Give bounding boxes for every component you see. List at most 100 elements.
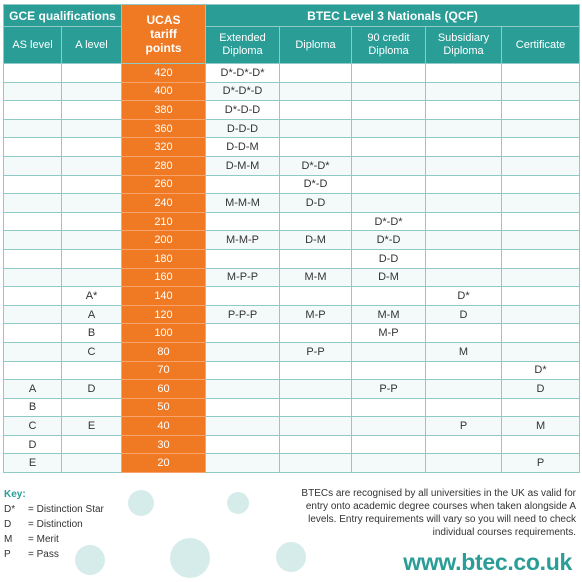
subsidiary-diploma-cell: P xyxy=(425,416,502,436)
as-level-cell xyxy=(3,118,62,139)
as-level-cell xyxy=(3,155,62,176)
extended-line1: Extended xyxy=(219,32,266,44)
subsidiary-diploma-cell xyxy=(425,248,502,269)
credit90-diploma-cell: D-M xyxy=(351,267,426,288)
credit90-diploma-cell xyxy=(351,397,426,418)
subsidiary-diploma-cell xyxy=(425,379,502,399)
extended-diploma-cell xyxy=(205,416,280,436)
diploma-cell xyxy=(279,416,352,436)
as-level-cell xyxy=(3,174,62,195)
ucas-points-cell: 210 xyxy=(121,211,206,232)
extended-diploma-cell xyxy=(205,453,280,474)
diploma-cell xyxy=(279,323,352,343)
website-link[interactable]: www.btec.co.uk xyxy=(403,549,572,575)
subsidiary-diploma-cell xyxy=(425,63,502,83)
a-level-cell xyxy=(61,248,122,269)
diploma-cell: D*-D xyxy=(279,174,352,195)
ucas-points-cell: 40 xyxy=(121,416,206,436)
tariff-table: GCE qualifications UCAS tariff points BT… xyxy=(3,4,581,474)
extended-diploma-cell: D-M-M xyxy=(205,155,280,176)
a-level-cell xyxy=(61,81,122,102)
certificate-cell xyxy=(500,137,581,157)
diploma-cell: P-P xyxy=(279,341,352,362)
extended-line2: Diploma xyxy=(222,45,263,57)
credit90-diploma-cell xyxy=(351,341,426,362)
subsidiary-diploma-cell xyxy=(425,360,502,381)
subsidiary-diploma-cell xyxy=(425,137,502,157)
as-level-cell: B xyxy=(3,397,62,418)
credit90-diploma-cell xyxy=(351,174,426,195)
as-level-cell xyxy=(3,267,62,288)
ucas-points-cell: 400 xyxy=(121,81,206,102)
table-row: A 120 P-P-P M-P M-M D xyxy=(3,304,581,325)
certificate-cell xyxy=(500,341,581,362)
diploma-header: Diploma xyxy=(279,26,352,64)
a-level-cell: A xyxy=(61,304,122,325)
diploma-cell: D*-D* xyxy=(279,155,352,176)
as-level-cell: E xyxy=(3,453,62,474)
diploma-cell xyxy=(279,360,352,381)
subsidiary-diploma-header: Subsidiary Diploma xyxy=(425,26,502,64)
subsidiary-diploma-cell xyxy=(425,100,502,120)
certificate-cell xyxy=(500,118,581,139)
credit90-diploma-cell xyxy=(351,155,426,176)
credit90-diploma-cell xyxy=(351,81,426,102)
as-level-cell: A xyxy=(3,379,62,399)
certificate-cell: D* xyxy=(500,360,581,381)
diploma-cell xyxy=(279,397,352,418)
as-level-cell xyxy=(3,230,62,250)
certificate-cell xyxy=(500,100,581,120)
credit90-diploma-cell xyxy=(351,137,426,157)
ucas-points-cell: 80 xyxy=(121,341,206,362)
subsidiary-diploma-cell xyxy=(425,211,502,232)
credit90-diploma-cell xyxy=(351,118,426,139)
key-text: = Merit xyxy=(28,534,59,545)
a-level-cell xyxy=(61,360,122,381)
credit90-line2: Diploma xyxy=(368,45,409,57)
as-level-cell xyxy=(3,248,62,269)
credit90-diploma-cell xyxy=(351,286,426,306)
a-level-cell xyxy=(61,100,122,120)
key-text: = Pass xyxy=(28,549,59,560)
credit90-diploma-cell: M-M xyxy=(351,304,426,325)
ucas-points-cell: 360 xyxy=(121,118,206,139)
certificate-header: Certificate xyxy=(500,26,581,64)
table-row: C E 40 P M xyxy=(3,416,581,436)
credit90-diploma-header: 90 credit Diploma xyxy=(351,26,426,64)
subsidiary-diploma-cell xyxy=(425,323,502,343)
a-level-cell xyxy=(61,211,122,232)
decorative-bubble xyxy=(227,492,249,514)
ucas-points-cell: 120 xyxy=(121,304,206,325)
table-row: 320 D-D-M xyxy=(3,137,581,157)
key-items: D* = Distinction Star D = Distinction M = Mer… xyxy=(4,502,104,562)
credit90-diploma-cell: D-D xyxy=(351,248,426,269)
subsidiary-line1: Subsidiary xyxy=(437,32,490,44)
a-level-cell: D xyxy=(61,379,122,399)
ucas-points-cell: 380 xyxy=(121,100,206,120)
decorative-bubble xyxy=(75,545,105,575)
subsidiary-diploma-cell xyxy=(425,267,502,288)
credit90-diploma-cell xyxy=(351,453,426,474)
extended-diploma-cell: M-P-P xyxy=(205,267,280,288)
diploma-cell xyxy=(279,137,352,157)
subsidiary-diploma-cell xyxy=(425,434,502,455)
extended-diploma-cell: D-D-M xyxy=(205,137,280,157)
table-row: 420 D*-D*-D* xyxy=(3,63,581,83)
table-row: 210 D*-D* xyxy=(3,211,581,232)
as-level-cell xyxy=(3,341,62,362)
extended-diploma-cell: M-M-M xyxy=(205,193,280,213)
as-level-cell xyxy=(3,63,62,83)
diploma-cell xyxy=(279,63,352,83)
ucas-header-line1: UCAS xyxy=(146,13,181,27)
extended-diploma-cell xyxy=(205,286,280,306)
certificate-cell: P xyxy=(500,453,581,474)
diploma-cell xyxy=(279,211,352,232)
table-row: 260 D*-D xyxy=(3,174,581,195)
subsidiary-diploma-cell xyxy=(425,453,502,474)
gce-header: GCE qualifications xyxy=(3,4,122,27)
a-level-cell xyxy=(61,155,122,176)
diploma-cell xyxy=(279,118,352,139)
table-row: E 20 P xyxy=(3,453,581,474)
ucas-points-cell: 20 xyxy=(121,453,206,474)
credit90-diploma-cell: D*-D* xyxy=(351,211,426,232)
